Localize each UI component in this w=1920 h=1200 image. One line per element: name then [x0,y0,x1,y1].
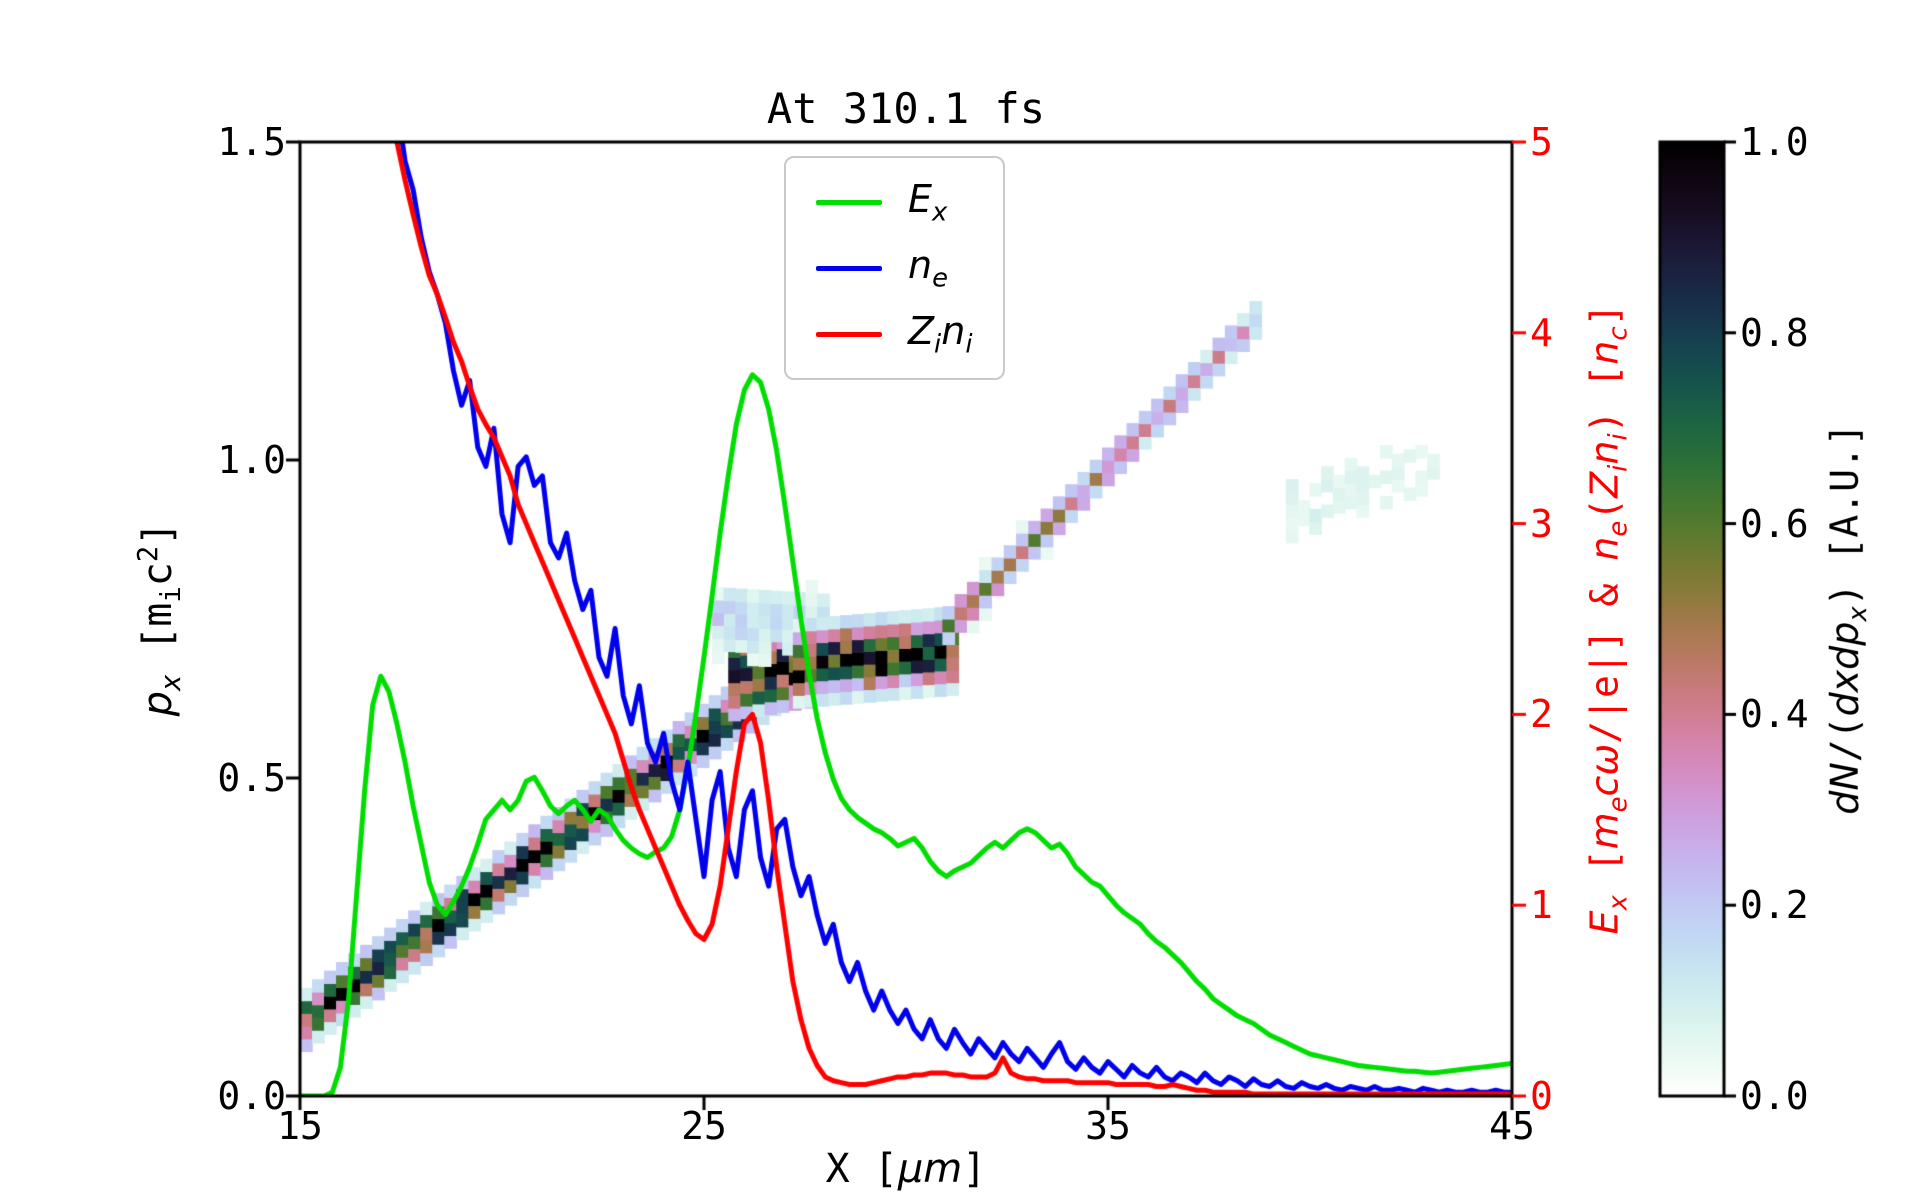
legend-item-zini: Zini [816,308,973,360]
y-left-tick-label: 0.5 [217,756,286,800]
y-left-tick-label: 1.0 [217,438,286,482]
zini-line-swatch [816,331,882,337]
y-axis-label-left: px [mic2] [132,521,188,717]
legend-label-ex: Ex [908,176,948,228]
colorbar-tick-label: 0.6 [1740,502,1809,546]
colorbar-tick-label: 0.0 [1740,1074,1809,1118]
x-tick-label: 45 [1489,1104,1535,1148]
legend-item-ne: ne [816,242,973,294]
legend-item-ex: Ex [816,176,973,228]
y-axis-label-right: Ex [mecω/|e|] & ne(Zini) [nc] [1582,303,1634,935]
y-right-tick-label: 5 [1530,120,1553,164]
y-right-tick-label: 2 [1530,692,1553,736]
plot-title: At 310.1 fs [766,84,1046,133]
y-right-tick-label: 1 [1530,883,1553,927]
colorbar-tick-label: 0.8 [1740,311,1809,355]
legend-label-zini: Zini [908,308,973,360]
colorbar-label: dN/(dxdpx) [A.U.] [1822,423,1874,815]
y-right-tick-label: 3 [1530,502,1553,546]
colorbar-tick-label: 1.0 [1740,120,1809,164]
x-tick-label: 25 [681,1104,727,1148]
legend: Ex ne Zini [784,156,1005,380]
y-left-tick-label: 1.5 [217,120,286,164]
y-left-tick-label: 0.0 [217,1074,286,1118]
ex-line-swatch [816,199,882,205]
ne-line-swatch [816,265,882,271]
y-right-tick-label: 0 [1530,1074,1553,1118]
colorbar-tick-label: 0.2 [1740,883,1809,927]
colorbar-tick-label: 0.4 [1740,692,1809,736]
y-right-tick-label: 4 [1530,311,1553,355]
x-tick-label: 35 [1085,1104,1131,1148]
legend-label-ne: ne [908,242,948,294]
x-tick-label: 15 [277,1104,323,1148]
x-axis-label: X [μm] [825,1146,987,1192]
